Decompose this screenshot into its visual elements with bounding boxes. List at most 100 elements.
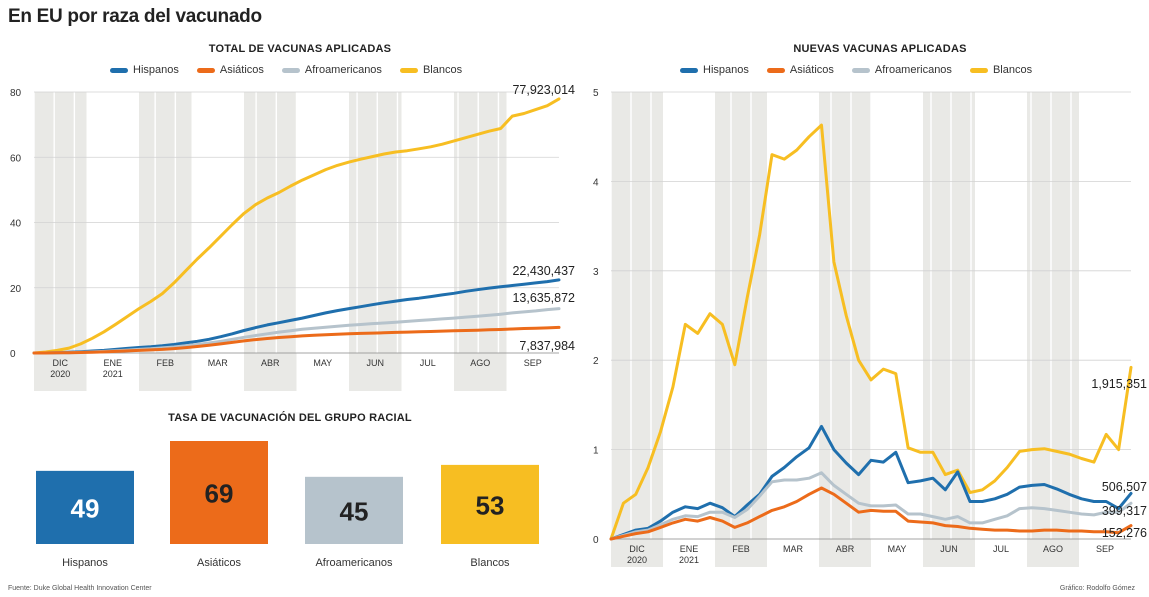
series-line-asiaticos [609,486,1133,541]
y-tick-label: 1 [593,446,599,457]
new-chart-title: NUEVAS VACUNAS APLICADAS [793,43,967,55]
x-tick-label: 2021 [679,555,699,565]
legend-item-hispanos: Hispanos [110,64,179,76]
series-end-label: 506,507 [1102,480,1147,494]
total-chart-title: TOTAL DE VACUNAS APLICADAS [208,43,392,55]
x-tick-label: ENE [103,358,122,368]
legend-swatch-afroamericanos [851,67,870,73]
legend-item-afroamericanos: Afroamericanos [281,64,382,76]
series-end-label: 399,317 [1102,504,1147,518]
series-line-blancos [609,123,1133,541]
x-tick-label: JUL [420,358,436,368]
bar-hispanos [36,470,134,544]
x-tick-label: ABR [836,544,855,554]
legend-swatch-asiaticos [766,67,785,73]
bar-value-label: 45 [340,496,369,526]
x-tick-label: JUN [940,544,958,554]
y-tick-label: 0 [593,535,599,546]
legend-label: Asiáticos [789,64,834,76]
total-chart-legend: Hispanos Asiáticos Afroamericanos Blanco… [110,64,462,76]
legend-item-blancos: Blancos [399,64,463,76]
new-chart-legend: Hispanos Asiáticos Afroamericanos Blanco… [680,64,1032,76]
x-tick-label: MAY [888,544,907,554]
legend-swatch-hispanos [680,67,698,73]
y-tick-label: 5 [593,88,599,99]
series-line-hispanos [609,424,1133,541]
legend-item-blancos: Blancos [969,64,1033,76]
bar-afroamericanos [305,476,403,544]
legend-swatch-asiaticos [196,67,215,73]
legend-label: Asiáticos [219,64,264,76]
y-tick-label: 80 [10,88,22,99]
legend-item-afroamericanos: Afroamericanos [851,64,952,76]
x-tick-label: MAY [313,358,332,368]
y-tick-label: 40 [10,219,22,230]
x-tick-label: JUN [367,358,385,368]
series-end-label: 152,276 [1102,526,1147,540]
month-band [139,92,192,391]
legend-swatch-blancos [969,67,988,73]
x-tick-label: ABR [261,358,280,368]
y-tick-label: 4 [593,177,599,188]
legend-swatch-blancos [399,67,418,73]
x-tick-label: SEP [524,358,542,368]
legend-label: Blancos [422,64,463,76]
bar-category-label: Hispanos [62,557,108,569]
source-note: Fuente: Duke Global Health Innovation Ce… [8,585,152,592]
series-end-label: 22,430,437 [512,264,575,278]
x-tick-label: 2020 [627,555,647,565]
x-tick-label: MAR [208,358,229,368]
x-tick-label: ENE [680,544,699,554]
x-tick-label: DIC [629,544,645,554]
page-title: En EU por raza del vacunado [8,6,262,27]
legend-label: Hispanos [703,64,749,76]
x-tick-label: AGO [470,358,490,368]
x-tick-label: MAR [783,544,804,554]
legend-item-hispanos: Hispanos [680,64,749,76]
series-end-label: 7,837,984 [519,339,575,353]
y-tick-label: 60 [10,153,22,164]
month-band [819,92,871,567]
series-end-label: 77,923,014 [512,83,575,97]
series-line-blancos [32,97,561,355]
legend-item-asiaticos: Asiáticos [196,64,264,76]
legend-swatch-afroamericanos [281,67,300,73]
bar-category-label: Asiáticos [197,557,242,569]
x-tick-label: JUL [993,544,1009,554]
legend-label: Blancos [992,64,1033,76]
bar-category-label: Afroamericanos [315,557,393,569]
y-tick-label: 20 [10,284,22,295]
x-tick-label: AGO [1043,544,1063,554]
x-tick-label: SEP [1096,544,1114,554]
y-tick-label: 2 [593,356,599,367]
y-tick-label: 0 [10,349,16,360]
legend-swatch-hispanos [110,67,128,73]
series-line-afroamericanos [609,471,1133,541]
series-line-asiaticos [32,325,561,355]
bar-asiaticos [170,441,268,544]
x-tick-label: 2020 [50,369,70,379]
legend-label: Hispanos [133,64,179,76]
x-tick-label: FEB [732,544,750,554]
series-end-label: 13,635,872 [512,291,575,305]
bar-chart-title: TASA DE VACUNACIÓN DEL GRUPO RACIAL [168,412,412,424]
bar-category-label: Blancos [470,557,510,569]
legend-label: Afroamericanos [304,64,382,76]
legend-item-asiaticos: Asiáticos [766,64,834,76]
bar-blancos [441,464,539,544]
legend-label: Afroamericanos [874,64,952,76]
bar-value-label: 69 [205,479,234,509]
month-band [611,92,663,567]
bar-value-label: 53 [476,490,505,520]
credit-note: Gráfico: Rodolfo Gómez [1059,585,1135,592]
month-band [34,92,87,391]
x-tick-label: DIC [53,358,69,368]
x-tick-label: 2021 [103,369,123,379]
series-end-label: 1,915,351 [1091,377,1147,391]
bar-value-label: 49 [71,493,100,523]
y-tick-label: 3 [593,267,599,278]
x-tick-label: FEB [156,358,174,368]
